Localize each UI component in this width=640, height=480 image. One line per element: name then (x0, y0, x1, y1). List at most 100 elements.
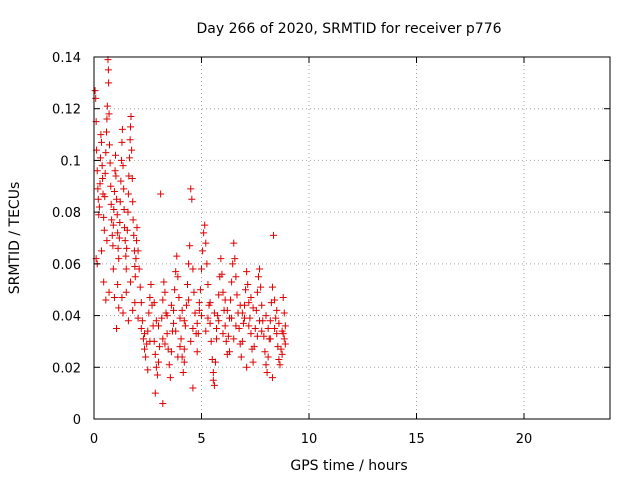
data-point (178, 306, 186, 314)
data-point (253, 332, 261, 340)
data-point (193, 319, 201, 327)
data-point (174, 273, 182, 281)
data-point (151, 350, 159, 358)
data-point (190, 288, 198, 296)
data-point (171, 286, 179, 294)
y-axis-title: SRMTID / TECUs (7, 182, 23, 295)
data-point (188, 195, 196, 203)
data-point (108, 231, 116, 239)
data-point (264, 325, 272, 332)
data-point (281, 340, 289, 348)
y-tick-label: 0.06 (52, 258, 81, 273)
data-point (98, 247, 106, 255)
data-point (100, 278, 108, 286)
data-point (247, 293, 255, 301)
y-tick-label: 0.12 (52, 103, 81, 118)
data-point (225, 348, 233, 356)
data-point (105, 288, 113, 296)
data-point (230, 335, 238, 343)
data-point (129, 198, 137, 206)
data-point (180, 317, 188, 325)
data-point (258, 327, 266, 335)
x-axis: 0 5 10 15 20 (90, 57, 532, 447)
data-point (153, 371, 161, 379)
data-point (268, 374, 276, 382)
data-point (93, 167, 101, 175)
data-point (198, 265, 205, 273)
data-point (195, 306, 203, 314)
data-point (113, 195, 121, 203)
data-point (102, 128, 110, 136)
data-point (156, 343, 164, 351)
data-point (238, 309, 246, 317)
data-point (95, 203, 103, 211)
data-point (176, 343, 184, 351)
data-point (151, 389, 159, 397)
data-point (147, 281, 155, 289)
data-point (98, 138, 106, 146)
data-point (133, 224, 141, 232)
data-point (243, 363, 251, 371)
data-point (107, 200, 115, 208)
data-point (174, 353, 182, 361)
data-point (231, 255, 239, 263)
data-point (275, 356, 283, 364)
x-tick-label: 20 (516, 432, 533, 447)
data-point (260, 332, 268, 340)
data-point (189, 325, 197, 332)
data-point (218, 270, 226, 278)
data-point (277, 345, 285, 353)
data-point (109, 265, 117, 273)
data-point (100, 226, 108, 234)
data-point (242, 286, 250, 294)
data-point (251, 325, 259, 332)
data-point (177, 335, 185, 343)
data-point (127, 278, 135, 286)
data-point (134, 314, 142, 322)
data-point (118, 138, 126, 146)
data-point (161, 340, 169, 348)
data-point (250, 343, 258, 351)
data-point (202, 239, 210, 247)
data-point (222, 337, 230, 345)
data-point (215, 317, 223, 325)
data-point (141, 330, 149, 338)
data-point (101, 169, 109, 177)
data-point (206, 299, 214, 307)
data-point (256, 265, 264, 273)
data-point (139, 335, 147, 343)
data-point (113, 211, 121, 219)
data-point (125, 154, 133, 162)
data-point (223, 306, 231, 314)
data-point (127, 112, 135, 120)
x-tick-label: 5 (197, 432, 205, 447)
data-point (180, 358, 188, 366)
data-point (201, 221, 209, 229)
data-point (209, 368, 217, 376)
data-point (196, 286, 204, 294)
data-point (276, 361, 284, 369)
data-point (94, 185, 102, 193)
data-point (94, 195, 102, 203)
y-tick-label: 0.02 (52, 361, 81, 376)
data-point (221, 296, 229, 304)
data-point (204, 281, 212, 289)
data-point (157, 190, 165, 198)
data-point (146, 293, 154, 301)
data-point (99, 175, 107, 183)
y-axis: 0 0.02 0.04 0.06 0.08 0.1 0.12 0.14 (52, 51, 610, 428)
data-point (271, 296, 279, 304)
data-point (102, 149, 110, 157)
data-point (114, 244, 122, 252)
data-point (112, 172, 120, 180)
y-tick-label: 0.04 (52, 310, 81, 325)
data-point (133, 237, 141, 245)
data-point (239, 319, 247, 327)
data-point (114, 281, 122, 289)
data-point (200, 229, 208, 237)
data-point (163, 330, 171, 338)
data-point (146, 337, 154, 345)
data-point (193, 348, 201, 356)
data-point (187, 337, 195, 345)
x-tick-label: 15 (408, 432, 425, 447)
